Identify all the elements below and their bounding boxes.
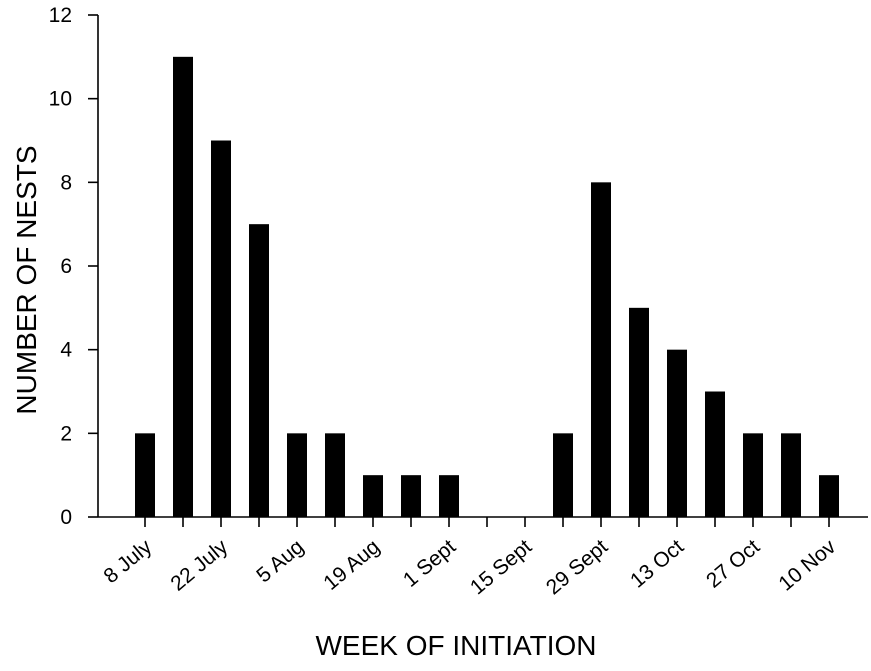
bar — [173, 56, 193, 517]
x-axis-title: WEEK OF INITIATION — [315, 630, 596, 661]
bar — [439, 475, 459, 517]
y-axis: 0 2 4 6 8 10 12 — [49, 4, 99, 529]
x-tick-label: 5 Aug — [252, 535, 308, 587]
bar — [135, 433, 155, 517]
x-tick-label: 13 Oct — [626, 535, 688, 592]
y-tick-label: 6 — [60, 255, 72, 278]
bar — [249, 224, 269, 517]
y-axis-title: NUMBER OF NESTS — [11, 145, 42, 414]
x-tick-label: 1 Sept — [399, 535, 460, 592]
bar — [667, 349, 687, 517]
y-tick-label: 0 — [60, 506, 72, 529]
x-tick-label: 29 Sept — [542, 535, 612, 599]
bar — [591, 182, 611, 518]
x-tick-label: 27 Oct — [702, 535, 764, 592]
bar — [781, 433, 801, 517]
x-tick-label: 22 July — [166, 535, 232, 596]
y-tick-label: 8 — [60, 171, 72, 194]
x-tick-label: 10 Nov — [774, 535, 840, 596]
bar — [629, 307, 649, 517]
x-tick-label: 8 July — [99, 535, 156, 588]
bars — [135, 56, 839, 518]
y-tick-label: 10 — [49, 88, 72, 111]
bar — [819, 475, 839, 517]
x-tick-label: 19 Aug — [319, 535, 384, 595]
bar — [401, 475, 421, 517]
bar — [325, 433, 345, 517]
bar — [211, 140, 231, 517]
y-tick-label: 4 — [60, 339, 72, 362]
bar — [363, 475, 383, 517]
y-tick-label: 2 — [60, 422, 72, 445]
bar — [743, 433, 763, 517]
x-axis: 8 July 22 July 5 Aug 19 Aug 1 Sept 15 Sept 29 … — [98, 516, 868, 599]
x-tick-label: 15 Sept — [466, 535, 536, 599]
bar — [553, 433, 573, 517]
bar — [287, 433, 307, 517]
y-tick-label: 12 — [49, 4, 72, 27]
bar — [705, 391, 725, 517]
